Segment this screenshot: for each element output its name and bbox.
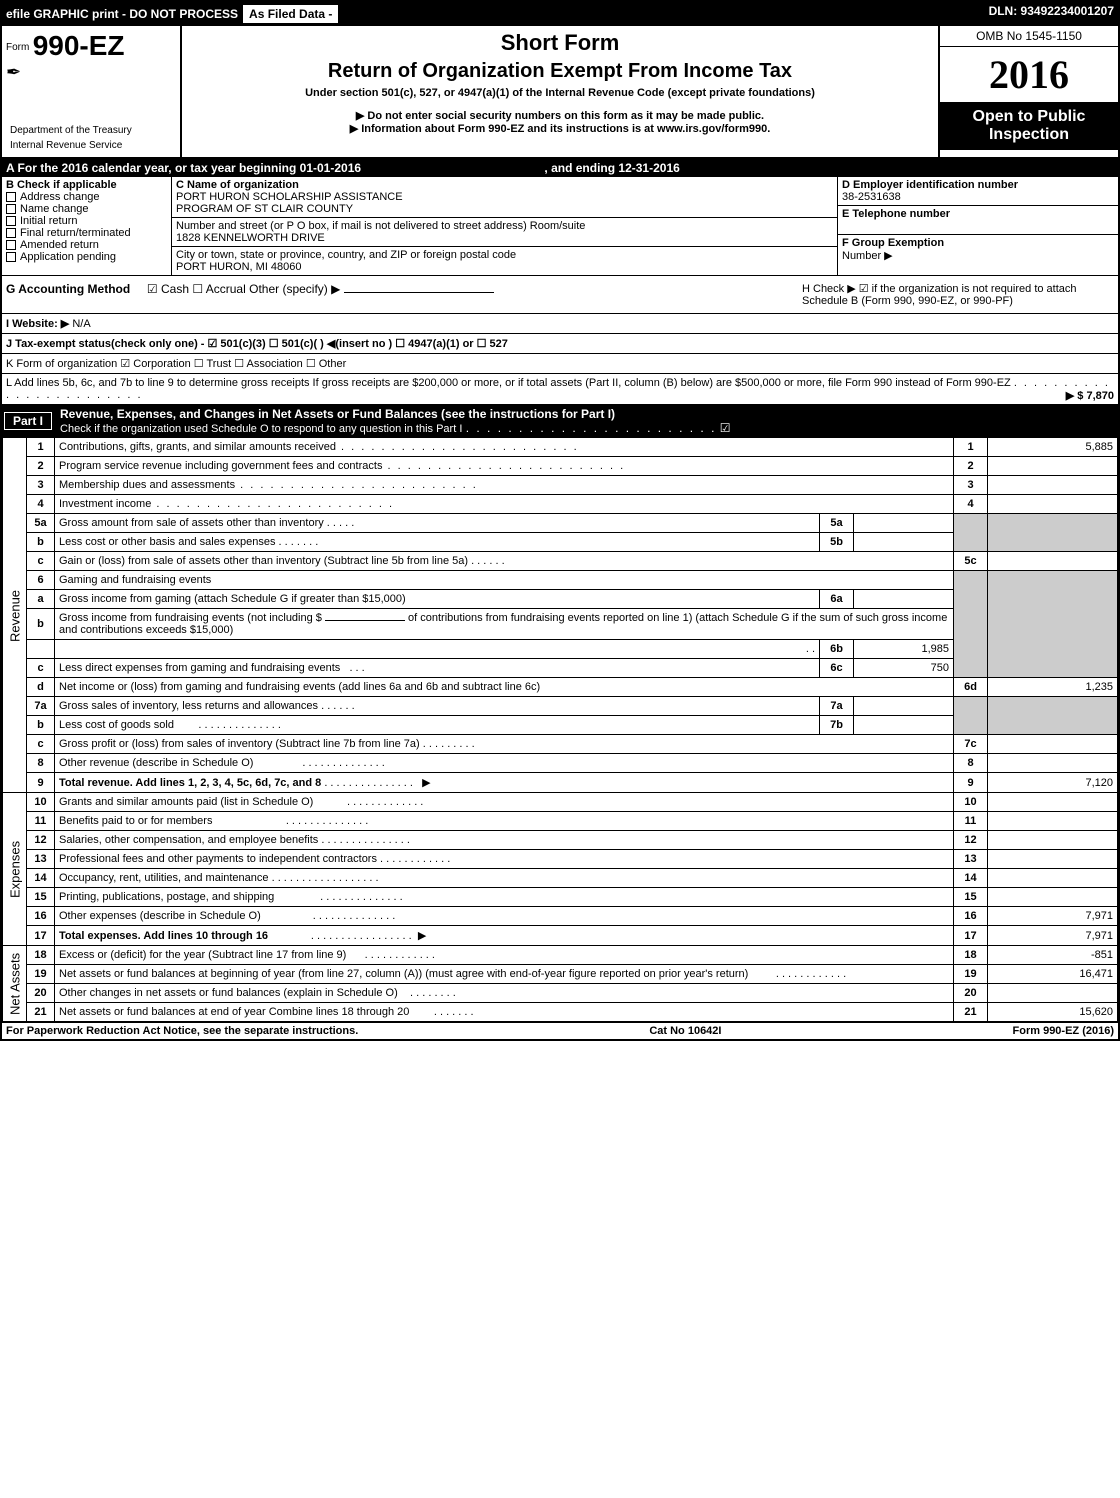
org-name-1: PORT HURON SCHOLARSHIP ASSISTANCE xyxy=(176,191,833,203)
line-1-rnum: 1 xyxy=(954,438,988,457)
dept-irs: Internal Revenue Service xyxy=(6,138,176,153)
check-initial-return[interactable] xyxy=(6,216,16,226)
check-final-return[interactable] xyxy=(6,228,16,238)
subtitle: Under section 501(c), 527, or 4947(a)(1)… xyxy=(186,87,934,99)
header-row: Form 990-EZ ✒ Department of the Treasury… xyxy=(2,26,1118,159)
main-title: Return of Organization Exempt From Incom… xyxy=(186,60,934,83)
open-public-badge: Open to Public Inspection xyxy=(940,102,1118,150)
notice-2: ▶ Information about Form 990-EZ and its … xyxy=(186,122,934,135)
col-c-label: C Name of organization xyxy=(176,179,833,191)
row-i: I Website: ▶ N/A xyxy=(2,314,1118,334)
addr-label: Number and street (or P O box, if mail i… xyxy=(176,220,833,232)
col-b-title: B Check if applicable xyxy=(6,179,167,191)
d-label: D Employer identification number xyxy=(842,179,1114,191)
as-filed-box: As Filed Data - xyxy=(242,4,339,24)
city-value: PORT HURON, MI 48060 xyxy=(176,261,833,273)
f-label2: Number ▶ xyxy=(842,249,1114,262)
footer-row: For Paperwork Reduction Act Notice, see … xyxy=(2,1022,1118,1039)
g-opts: ☑ Cash ☐ Accrual Other (specify) ▶ xyxy=(147,282,340,296)
city-label: City or town, state or province, country… xyxy=(176,249,833,261)
dln-label: DLN: 93492234001207 xyxy=(989,4,1114,24)
check-application-pending[interactable] xyxy=(6,252,16,262)
h-text: H Check ▶ ☑ if the organization is not r… xyxy=(798,276,1118,313)
col-b: B Check if applicable Address change Nam… xyxy=(2,177,172,275)
short-form-title: Short Form xyxy=(186,30,934,56)
line-1-val: 5,885 xyxy=(988,438,1118,457)
section-a-row: A For the 2016 calendar year, or tax yea… xyxy=(2,159,1118,177)
form-number: 990-EZ xyxy=(33,30,125,61)
footer-right: Form 990-EZ (2016) xyxy=(1013,1025,1114,1037)
row-bcdef: B Check if applicable Address change Nam… xyxy=(2,177,1118,276)
row-l: L Add lines 5b, 6c, and 7b to line 9 to … xyxy=(2,374,1118,405)
part-i-header: Part I Revenue, Expenses, and Changes in… xyxy=(2,405,1118,437)
f-label: F Group Exemption xyxy=(842,237,1114,249)
side-netassets: Net Assets xyxy=(3,946,27,1022)
tax-year: 2016 xyxy=(940,47,1118,102)
side-revenue: Revenue xyxy=(3,438,27,793)
row-j: J Tax-exempt status(check only one) - ☑ … xyxy=(2,334,1118,354)
g-label: G Accounting Method xyxy=(6,282,130,296)
line-1-num: 1 xyxy=(27,438,55,457)
addr-value: 1828 KENNELWORTH DRIVE xyxy=(176,232,833,244)
side-expenses: Expenses xyxy=(3,793,27,946)
e-label: E Telephone number xyxy=(842,208,1114,220)
line-1-desc: Contributions, gifts, grants, and simila… xyxy=(59,441,336,453)
footer-left: For Paperwork Reduction Act Notice, see … xyxy=(6,1025,358,1037)
footer-center: Cat No 10642I xyxy=(649,1025,721,1037)
efile-label: efile GRAPHIC print - DO NOT PROCESS xyxy=(6,7,238,21)
check-amended-return[interactable] xyxy=(6,240,16,250)
lines-table: Revenue 1 Contributions, gifts, grants, … xyxy=(2,437,1118,1022)
form-prefix: Form xyxy=(6,42,29,53)
form-container: efile GRAPHIC print - DO NOT PROCESS As … xyxy=(0,0,1120,1041)
part-i-label: Part I xyxy=(4,412,52,430)
row-g: G Accounting Method ☑ Cash ☐ Accrual Oth… xyxy=(2,276,1118,314)
row-k: K Form of organization ☑ Corporation ☐ T… xyxy=(2,354,1118,374)
col-c: C Name of organization PORT HURON SCHOLA… xyxy=(172,177,838,275)
org-name-2: PROGRAM OF ST CLAIR COUNTY xyxy=(176,203,833,215)
notice-1: ▶ Do not enter social security numbers o… xyxy=(186,109,934,122)
d-value: 38-2531638 xyxy=(842,191,1114,203)
check-name-change[interactable] xyxy=(6,204,16,214)
dept-treasury: Department of the Treasury xyxy=(6,123,176,138)
top-bar: efile GRAPHIC print - DO NOT PROCESS As … xyxy=(2,2,1118,26)
col-def: D Employer identification number 38-2531… xyxy=(838,177,1118,275)
omb-number: OMB No 1545-1150 xyxy=(940,26,1118,47)
check-address-change[interactable] xyxy=(6,192,16,202)
